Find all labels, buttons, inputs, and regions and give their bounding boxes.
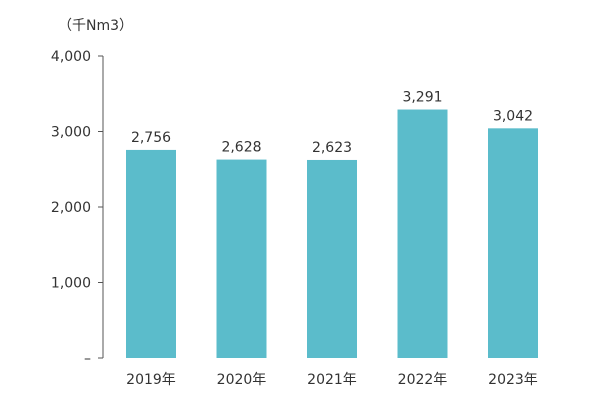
- y-tick-label: 2,000: [51, 200, 91, 216]
- x-category-label: 2022年: [398, 372, 448, 388]
- y-axis-ticks: – 1,000 2,000 3,000 4,000: [51, 49, 103, 367]
- bar: [397, 109, 448, 358]
- y-unit-label: （千Nm3）: [58, 18, 133, 34]
- x-category-label: 2019年: [126, 372, 176, 388]
- data-label: 2,756: [131, 130, 171, 146]
- y-tick-label: 1,000: [51, 276, 91, 292]
- data-label: 3,291: [402, 90, 442, 106]
- x-category-label: 2020年: [217, 372, 267, 388]
- bars: [126, 109, 538, 358]
- y-tick-label: –: [84, 351, 91, 367]
- y-tick-label: 4,000: [51, 49, 91, 65]
- data-label: 2,628: [221, 140, 261, 156]
- data-label: 3,042: [493, 108, 533, 124]
- bar: [126, 149, 176, 358]
- bar: [216, 159, 267, 358]
- x-axis-categories: 2019年 2020年 2021年 2022年 2023年: [126, 372, 538, 388]
- bar: [307, 159, 357, 358]
- data-labels: 2,756 2,628 2,623 3,291 3,042: [131, 90, 533, 156]
- data-label: 2,623: [312, 140, 352, 156]
- bar: [488, 128, 538, 358]
- y-tick-label: 3,000: [51, 125, 91, 141]
- x-category-label: 2023年: [488, 372, 538, 388]
- x-category-label: 2021年: [307, 372, 357, 388]
